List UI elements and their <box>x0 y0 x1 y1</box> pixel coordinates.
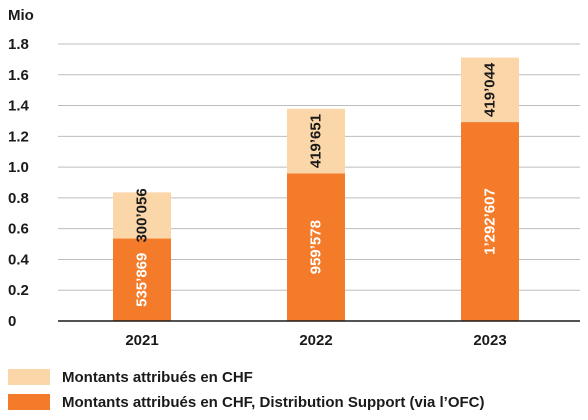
bar-segment <box>113 192 171 239</box>
x-category-label: 2023 <box>473 332 506 349</box>
bar-segment <box>287 173 345 321</box>
legend-label-distribution-support: Montants attribués en CHF, Distribution … <box>62 393 485 411</box>
y-tick-label: 0.4 <box>8 251 30 268</box>
bar-value-label: 419’651 <box>308 114 325 168</box>
legend-swatch-attribues <box>8 369 50 385</box>
y-tick-label: 1.2 <box>8 128 29 145</box>
legend-label-attribues: Montants attribués en CHF <box>62 368 253 386</box>
axis-layer: 0 0.2 0.4 0.6 0.8 1.0 1.2 1.4 1.6 1.8 2021 2022 2023 <box>8 36 580 349</box>
y-tick-label: 0.6 <box>8 221 29 238</box>
stacked-bar-chart: 535’869 300’056 959’578 419’651 1’292’607 419… <box>8 7 580 349</box>
bar-segment <box>461 57 519 123</box>
y-tick-label: 0.2 <box>8 282 29 299</box>
bar-layer: 535’869 300’056 959’578 419’651 1’292’607 419… <box>113 57 519 321</box>
x-category-label: 2022 <box>299 332 332 349</box>
bar-value-label: 419’044 <box>482 62 499 117</box>
y-tick-label: 0.8 <box>8 190 29 207</box>
y-tick-label: 1.8 <box>8 36 29 53</box>
y-tick-label: 0 <box>8 313 16 330</box>
legend-swatch-distribution-support <box>8 394 50 410</box>
bar-segment <box>461 122 519 321</box>
y-tick-label: 1.6 <box>8 67 29 84</box>
bar-value-label: 535’869 <box>134 253 151 307</box>
legend-item-distribution-support: Montants attribués en CHF, Distribution … <box>8 391 485 413</box>
x-category-label: 2021 <box>125 332 158 349</box>
bar-value-label: 959’578 <box>308 220 325 274</box>
legend-item-attribues: Montants attribués en CHF <box>8 366 485 388</box>
y-tick-label: 1.0 <box>8 159 29 176</box>
bar-segment <box>113 238 171 321</box>
legend: Montants attribués en CHF Montants attri… <box>8 366 485 416</box>
bar-value-label: 300’056 <box>134 188 151 242</box>
bar-value-label: 1’292’607 <box>482 188 499 255</box>
bar-segment <box>287 108 345 174</box>
y-tick-label: 1.4 <box>8 98 30 115</box>
y-unit-label: Mio <box>8 7 34 24</box>
